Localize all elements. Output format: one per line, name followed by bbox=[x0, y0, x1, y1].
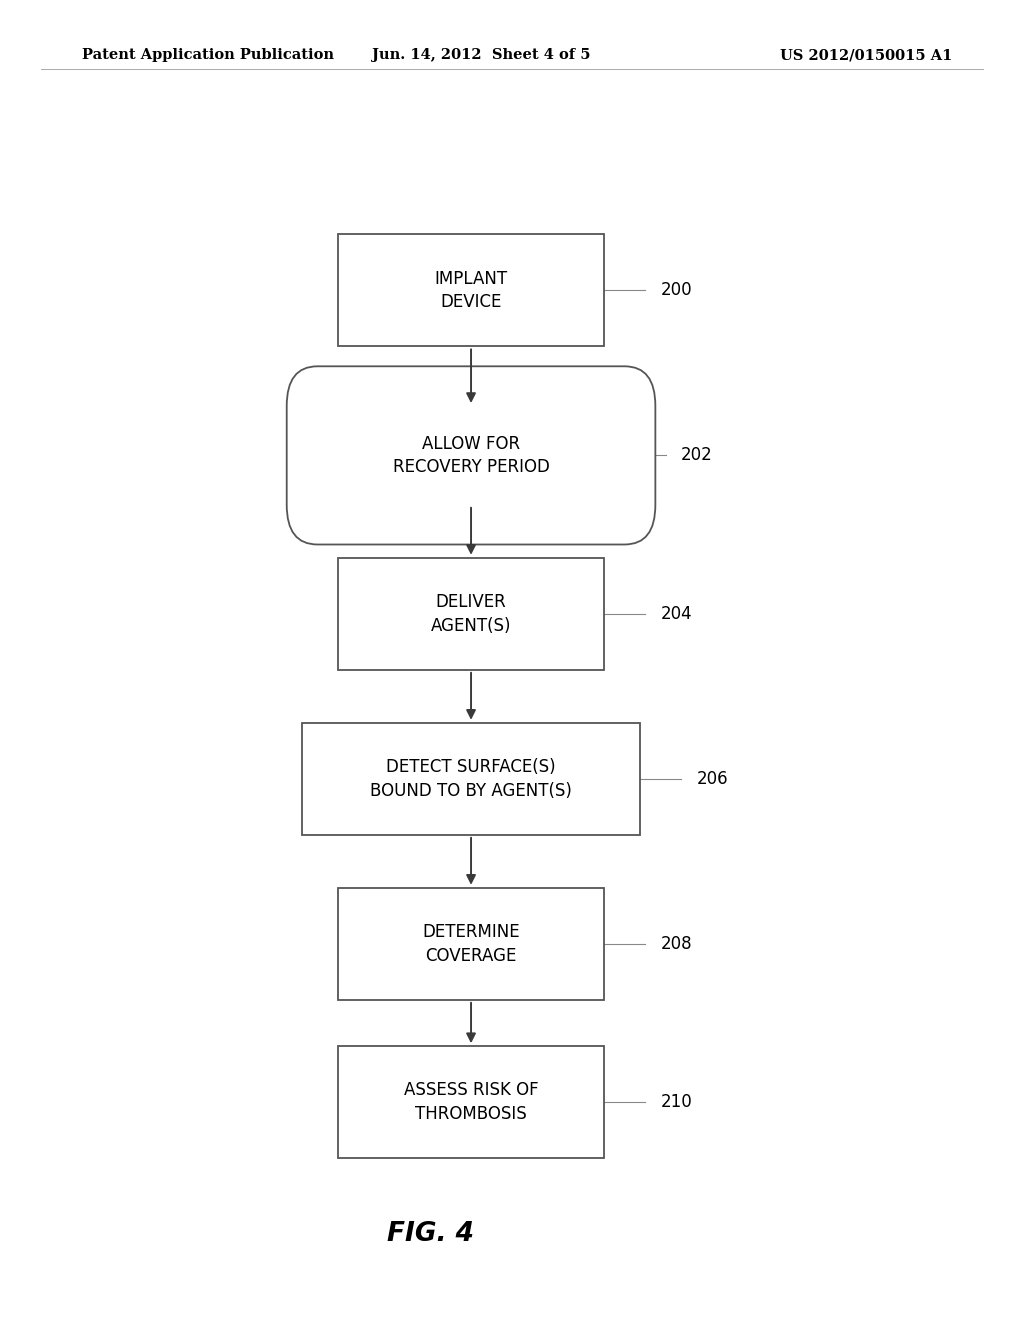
FancyBboxPatch shape bbox=[338, 235, 604, 346]
FancyBboxPatch shape bbox=[338, 557, 604, 671]
Text: 208: 208 bbox=[660, 935, 692, 953]
FancyBboxPatch shape bbox=[302, 722, 640, 836]
Text: DETERMINE
COVERAGE: DETERMINE COVERAGE bbox=[422, 923, 520, 965]
FancyBboxPatch shape bbox=[338, 888, 604, 1001]
Text: FIG. 4: FIG. 4 bbox=[387, 1221, 473, 1247]
Text: DETECT SURFACE(S)
BOUND TO BY AGENT(S): DETECT SURFACE(S) BOUND TO BY AGENT(S) bbox=[370, 758, 572, 800]
Text: 202: 202 bbox=[681, 446, 713, 465]
FancyBboxPatch shape bbox=[287, 366, 655, 544]
Text: 200: 200 bbox=[660, 281, 692, 300]
FancyBboxPatch shape bbox=[338, 1045, 604, 1159]
Text: ALLOW FOR
RECOVERY PERIOD: ALLOW FOR RECOVERY PERIOD bbox=[392, 434, 550, 477]
Text: 204: 204 bbox=[660, 605, 692, 623]
Text: 206: 206 bbox=[696, 770, 728, 788]
Text: Patent Application Publication: Patent Application Publication bbox=[82, 49, 334, 62]
Text: 210: 210 bbox=[660, 1093, 692, 1111]
Text: US 2012/0150015 A1: US 2012/0150015 A1 bbox=[780, 49, 952, 62]
Text: IMPLANT
DEVICE: IMPLANT DEVICE bbox=[434, 269, 508, 312]
Text: Jun. 14, 2012  Sheet 4 of 5: Jun. 14, 2012 Sheet 4 of 5 bbox=[372, 49, 591, 62]
Text: ASSESS RISK OF
THROMBOSIS: ASSESS RISK OF THROMBOSIS bbox=[403, 1081, 539, 1123]
Text: DELIVER
AGENT(S): DELIVER AGENT(S) bbox=[431, 593, 511, 635]
